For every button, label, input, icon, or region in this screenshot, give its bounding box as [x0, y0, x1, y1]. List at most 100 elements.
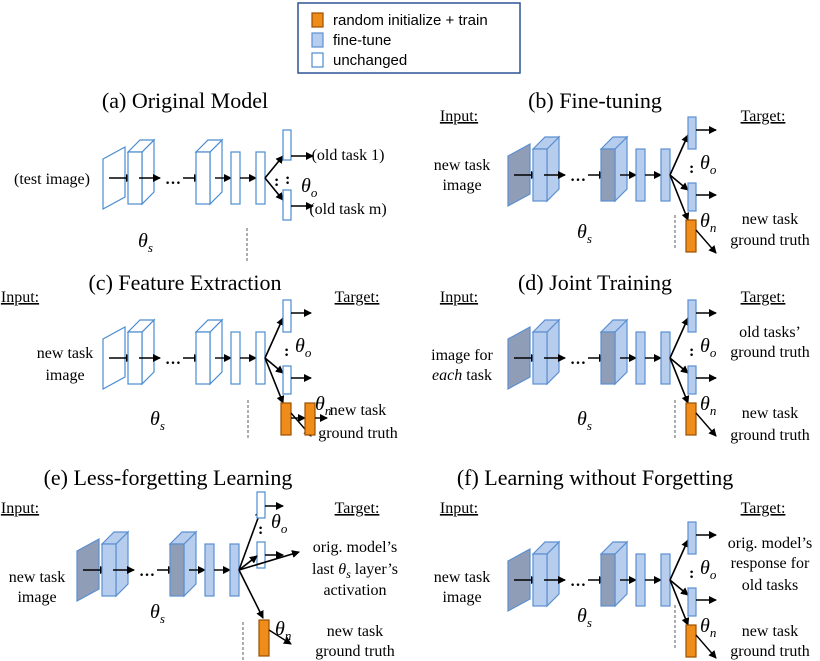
new-task-target-text: ground truth [730, 232, 810, 249]
output-heads: : θo θn [264, 299, 331, 437]
conv-block-2 [599, 318, 629, 386]
input-label: Input: [440, 108, 478, 125]
block-front [195, 331, 211, 385]
network: … [507, 135, 671, 208]
new-task-target-text: new task [742, 211, 798, 228]
arrow-old-head-1 [238, 509, 263, 571]
old-task-target-text: last θs layer’s [312, 561, 398, 581]
input-text: (test image) [14, 171, 90, 188]
output-heads: : θo θn [238, 491, 300, 657]
conv-block-1 [531, 540, 561, 608]
ellipsis-layers: … [570, 573, 586, 590]
legend: random initialize + train fine-tune unch… [297, 2, 521, 74]
target-label: Target: [741, 500, 786, 517]
panels: (a) Original Model …: θo (test image) θs (old… [1, 88, 812, 660]
new-task-target-text: new task [742, 623, 798, 640]
conv-block-2 [194, 138, 224, 206]
fc-layer-1 [635, 331, 646, 385]
theta-s: θs [577, 221, 592, 246]
legend-label-train: random initialize + train [333, 12, 488, 29]
network: … [102, 318, 266, 391]
arrow-new-head [669, 174, 690, 221]
new-task-target-text: new task [742, 405, 798, 422]
old-head-m [282, 365, 292, 395]
new-task-target-text: new task [327, 623, 383, 640]
fc-layer-2 [660, 553, 671, 607]
fc-layer-1 [635, 148, 646, 202]
old-task-target-text: ground truth [730, 344, 810, 361]
fc-layer-2 [255, 151, 266, 205]
theta-s: θs [577, 605, 592, 630]
conv-block-2 [599, 540, 629, 608]
input-text: new task [434, 569, 490, 586]
arrow-old-head-m [669, 579, 689, 596]
ellipsis-layers: … [139, 563, 155, 580]
arrow-old-head-1 [264, 155, 284, 179]
fc-layer-1 [230, 331, 241, 385]
theta-o: θo [271, 511, 288, 536]
panel-title-f: (f) Learning without Forgetting [457, 465, 733, 490]
vdots: : [285, 171, 290, 188]
old-task-target-text: orig. model’s [313, 539, 397, 556]
arrow-new-head [238, 569, 264, 619]
old-head-1 [687, 299, 697, 333]
panel-a: (a) Original Model …: θo (test image) θs (old… [14, 88, 387, 262]
arrow-old-head-m [238, 555, 258, 571]
input-label: Input: [440, 289, 478, 306]
vdots: : [284, 343, 289, 360]
conv-block-1 [531, 318, 561, 386]
ellipsis-layers: … [165, 171, 181, 188]
arrow-old-head-m [264, 357, 284, 374]
fc-layer-2 [660, 331, 671, 385]
arrow-out [695, 412, 717, 437]
panel-title-a: (a) Original Model [102, 88, 268, 113]
ellipsis-layers: … [570, 351, 586, 368]
new-task-target-text: ground truth [730, 427, 810, 444]
old-head-m [687, 182, 697, 212]
network: … [507, 540, 671, 613]
old-task-target-text: response for [731, 555, 810, 572]
new-task-target-text: ground truth [318, 425, 398, 442]
input-label: Input: [1, 289, 39, 306]
input-text: new task [434, 157, 490, 174]
theta-s: θs [150, 408, 165, 433]
arrow-out [695, 229, 717, 254]
output-heads: : θo θn [669, 521, 717, 659]
block-front [600, 331, 616, 385]
panel-title-c: (c) Feature Extraction [88, 270, 281, 295]
theta-s: θs [150, 601, 165, 626]
panel-b: (b) Fine-tuning Input: Target: …: θo θn new ta… [434, 88, 810, 254]
panel-f: (f) Learning without Forgetting Input: Tar… [434, 465, 812, 660]
target-label: Target: [335, 289, 380, 306]
old-head-m [687, 365, 697, 395]
vdots: : [258, 521, 263, 538]
arrow-out [695, 634, 717, 659]
conv-block-1 [531, 135, 561, 203]
output-heads: : θo θn [669, 299, 717, 437]
arrow-old-head-m [669, 357, 689, 374]
panel-title-e: (e) Less-forgetting Learning [44, 465, 293, 490]
conv-block-2 [168, 530, 198, 598]
new-head [258, 619, 270, 657]
panel-title-b: (b) Fine-tuning [528, 88, 662, 113]
vdots: : [689, 160, 694, 177]
ellipsis-layers: … [165, 351, 181, 368]
new-head [685, 624, 697, 658]
block-front [169, 543, 185, 597]
legend-box [297, 2, 521, 74]
input-text: new task [37, 345, 93, 362]
input-label: Input: [1, 500, 39, 517]
fc-layer-2 [255, 331, 266, 385]
target-label: Target: [741, 108, 786, 125]
theta-s: θs [138, 230, 153, 255]
conv-block-1 [126, 318, 156, 386]
arrow-activation [238, 550, 300, 571]
fc-layer-1 [635, 553, 646, 607]
arrow-out [268, 629, 292, 645]
network: … [507, 318, 671, 391]
input-text: image [45, 367, 84, 384]
theta-n: θn [275, 618, 291, 643]
panel-title-d: (d) Joint Training [518, 270, 672, 295]
input-text: image [442, 589, 481, 606]
